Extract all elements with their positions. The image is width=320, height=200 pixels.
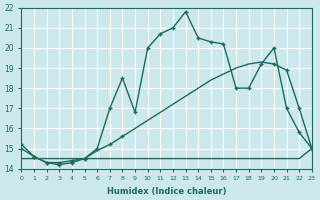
X-axis label: Humidex (Indice chaleur): Humidex (Indice chaleur) xyxy=(107,187,226,196)
